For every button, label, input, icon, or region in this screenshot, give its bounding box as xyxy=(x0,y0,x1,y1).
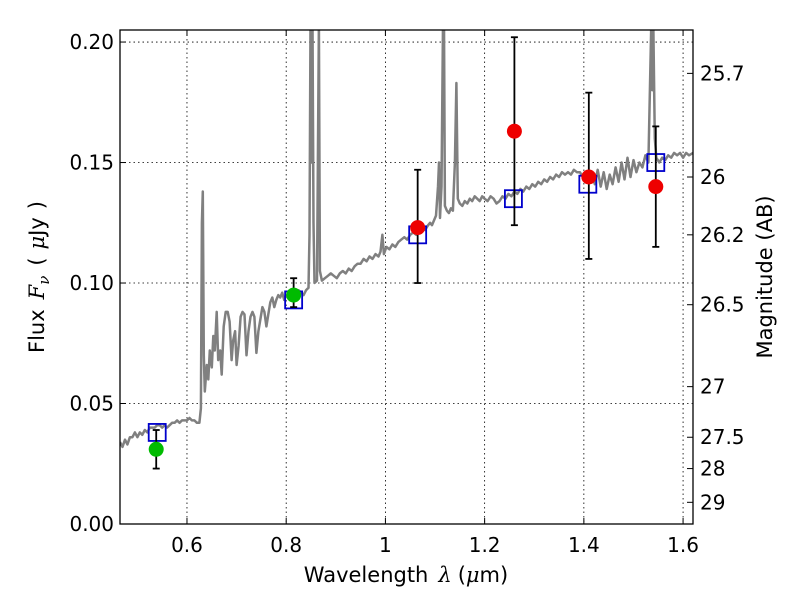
y-label-symbol: F xyxy=(25,283,49,300)
y-tick-label-4: 0.20 xyxy=(69,30,114,54)
x-tick-label-1: 0.8 xyxy=(270,533,302,557)
observed-point-s3-1 xyxy=(506,123,522,139)
y-axis-label: Flux Fν ( μJy) xyxy=(25,201,53,353)
model-flux-square-3 xyxy=(504,189,523,209)
y-tick-label-1: 0.05 xyxy=(69,392,114,416)
mag-tick-label-3: 26.5 xyxy=(700,293,745,317)
x-axis-label: Wavelength λ (μm) xyxy=(304,563,508,587)
y2-axis-label: Magnitude (AB) xyxy=(753,195,777,358)
model-flux-square-0 xyxy=(147,423,167,442)
mag-tick-label-2: 26.2 xyxy=(700,223,745,247)
spectrum-line xyxy=(120,30,693,449)
y-label-unit-rest: Jy xyxy=(25,217,49,238)
x-label-unit-open: ( xyxy=(458,563,466,587)
mag-tick-label-4: 27 xyxy=(700,375,725,399)
observed-point-s2-0 xyxy=(148,441,164,457)
mag-tick-label-0: 25.7 xyxy=(700,61,745,85)
x-tick-label-0: 0.6 xyxy=(171,533,203,557)
x-label-symbol: λ xyxy=(437,563,451,587)
y-tick-label-3: 0.15 xyxy=(69,151,114,175)
y-label-unit-close: ) xyxy=(25,201,49,209)
y-label-unit-mu: μ xyxy=(25,236,49,250)
plot-background xyxy=(120,30,693,524)
observed-point-s2-1 xyxy=(286,287,302,303)
x-label-prefix: Wavelength xyxy=(304,563,429,587)
y-label-prefix: Flux xyxy=(25,309,49,353)
mag-tick-label-7: 29 xyxy=(700,490,725,514)
x-tick-label-3: 1.2 xyxy=(469,533,501,557)
y-tick-label-2: 0.10 xyxy=(69,271,114,295)
x-tick-label-5: 1.6 xyxy=(667,533,699,557)
observed-point-s3-0 xyxy=(410,220,426,236)
x-label-unit-mu: μ xyxy=(466,563,480,587)
mag-tick-label-5: 27.5 xyxy=(700,425,745,449)
mag-tick-label-1: 26 xyxy=(700,165,725,189)
y-tick-label-0: 0.00 xyxy=(69,512,114,536)
y-label-unit-open: ( xyxy=(25,257,49,265)
x-tick-label-4: 1.4 xyxy=(568,533,600,557)
plot-frame xyxy=(119,29,694,525)
x-tick-label-2: 1 xyxy=(379,533,392,557)
mag-tick-label-6: 28 xyxy=(700,457,725,481)
data-layer xyxy=(120,30,693,470)
y-label-subscript: ν xyxy=(35,276,53,285)
ticks: 0.6 0.8 1 1.2 1.4 1.6 0.00 0.05 0.10 0.15 0.20 25.7… xyxy=(69,30,745,557)
observed-point-s3-3 xyxy=(648,179,664,195)
x-label-unit-rest: m) xyxy=(480,563,509,587)
observed-point-s3-2 xyxy=(581,169,597,185)
